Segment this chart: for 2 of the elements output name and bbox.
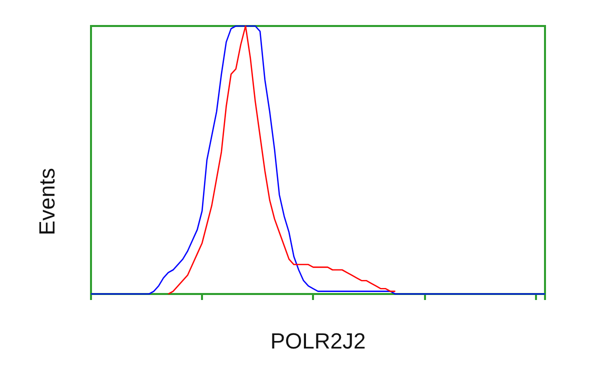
x-axis-title: POLR2J2 xyxy=(270,328,366,354)
y-axis-title: Events xyxy=(34,168,60,236)
